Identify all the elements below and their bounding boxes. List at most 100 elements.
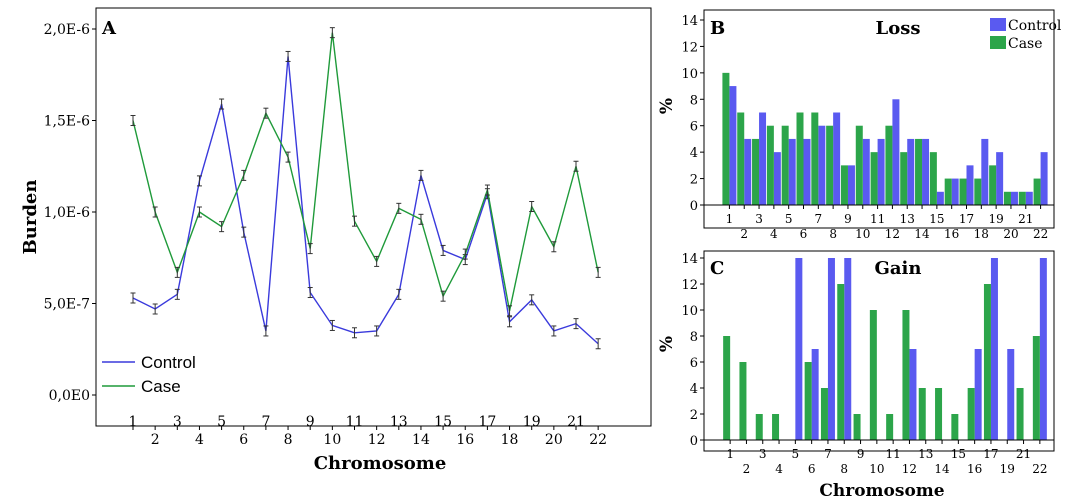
bar-control [991,258,998,440]
bar-case [856,126,863,205]
bar-control [759,113,766,206]
y-tick-label: 2,0E-6 [44,22,90,38]
x-tick-label: 9 [844,212,852,226]
bar-control [878,139,885,205]
y-tick-label: 8 [690,330,698,345]
bar-control [804,139,811,205]
bar-case [782,126,789,205]
bar-case [723,336,730,440]
x-tick-label: 12 [885,227,900,241]
x-tick-label: 19 [523,414,541,430]
x-tick-label: 7 [824,447,832,461]
panel-b-y-ticks: 02468101214 [681,14,704,214]
panel-c-ylabel: % [657,336,677,352]
x-tick-label: 14 [914,227,930,241]
x-tick-label: 20 [1003,227,1018,241]
x-tick-label: 15 [929,212,944,226]
bar-control [922,139,929,205]
bar-case [984,284,991,440]
y-tick-label: 2 [690,408,698,423]
bar-case [902,310,909,440]
y-tick-label: 0,0E0 [49,388,90,404]
bar-control [844,258,851,440]
bar-control [1040,258,1047,440]
y-tick-label: 5,0E-7 [44,297,90,313]
bar-case [915,139,922,205]
bar-case [752,139,759,205]
bar-case [1019,192,1026,205]
y-tick-label: 1,0E-6 [44,205,90,221]
panel-b-ylabel: % [657,98,677,114]
legend-label-case: Case [141,377,181,396]
bar-control [774,152,781,205]
x-tick-label: 12 [902,462,917,476]
bar-case [739,362,746,440]
bar-case [737,113,744,206]
x-tick-label: 8 [840,462,848,476]
bar-case [989,165,996,205]
x-tick-label: 4 [195,432,204,448]
x-tick-label: 1 [129,414,138,430]
bar-control [1007,349,1014,440]
bar-case [722,73,729,205]
x-tick-label: 21 [567,414,585,430]
x-tick-label: 14 [412,432,430,448]
x-tick-label: 7 [261,414,270,430]
panel-c-title: Gain [875,258,922,279]
bar-case [854,414,861,440]
legend-label-control: Control [141,353,196,372]
x-tick-label: 5 [785,212,793,226]
bar-case [919,388,926,440]
y-tick-label: 12 [681,40,698,55]
panel-b-bars [704,73,1054,205]
panel-b-letter: B [710,18,725,39]
panel-c-bars [704,258,1054,440]
x-tick-label: 20 [545,432,563,448]
bar-control [729,86,736,205]
bar-case [767,126,774,205]
bar-case [974,179,981,205]
bar-control [975,349,982,440]
panel-b-x-ticks: 12345678910111213141516171819202122 [726,205,1049,241]
bar-control [863,139,870,205]
bar-control [795,258,802,440]
bar-case [805,362,812,440]
x-tick-label: 7 [814,212,822,226]
x-tick-label: 14 [934,462,950,476]
y-tick-label: 0 [690,434,698,449]
bar-case [951,414,958,440]
x-tick-label: 11 [346,414,364,430]
y-tick-label: 0 [690,199,698,214]
bar-case [885,126,892,205]
x-tick-label: 13 [390,414,408,430]
x-tick-label: 10 [869,462,884,476]
x-tick-label: 5 [217,414,226,430]
panel-c-letter: C [710,258,724,279]
x-tick-label: 17 [959,212,974,226]
series-line-control [133,56,598,343]
x-tick-label: 3 [173,414,182,430]
y-tick-label: 6 [690,356,698,371]
legend-label-control-bar: Control [1008,18,1062,34]
x-tick-label: 21 [1018,212,1033,226]
panel-c-xlabel: Chromosome [819,481,944,501]
bar-case [1004,192,1011,205]
y-tick-label: 8 [690,93,698,108]
bar-control [744,139,751,205]
bar-case [1033,336,1040,440]
bar-case [870,310,877,440]
y-tick-label: 4 [690,382,698,397]
x-tick-label: 18 [501,432,519,448]
panel-a-y-ticks: 0,0E0 5,0E-7 1,0E-6 1,5E-6 2,0E-6 [44,22,96,404]
bar-case [826,126,833,205]
bar-case [871,152,878,205]
bar-case [821,388,828,440]
x-tick-label: 16 [944,227,959,241]
bar-case [930,152,937,205]
y-tick-label: 12 [681,278,698,293]
x-tick-label: 2 [740,227,748,241]
x-tick-label: 3 [759,447,767,461]
bar-case [797,113,804,206]
x-tick-label: 16 [967,462,982,476]
